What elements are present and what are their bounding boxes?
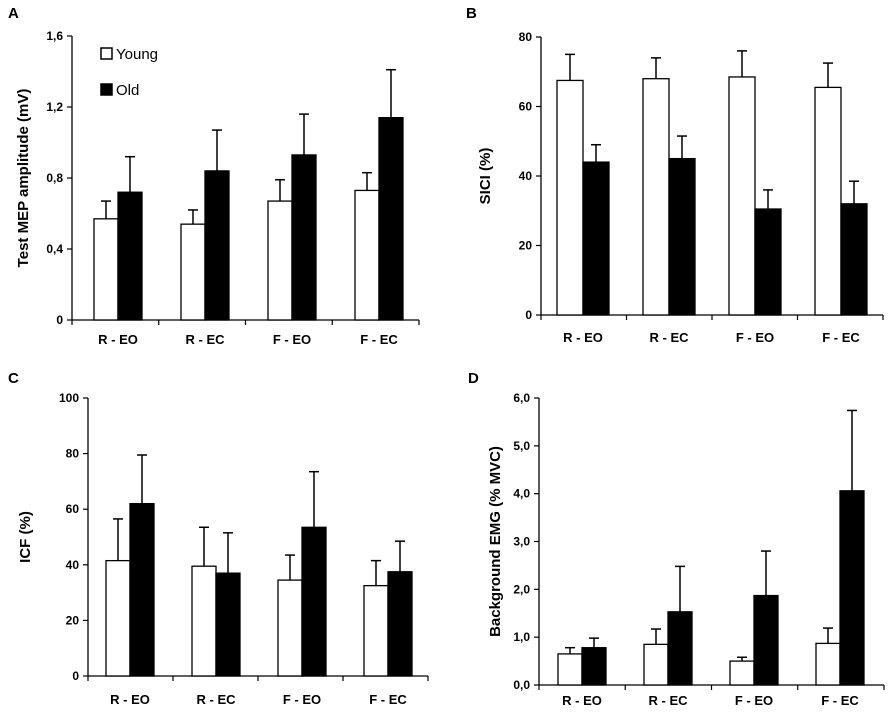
bar-old [667, 611, 693, 686]
category-label: R - EC [186, 332, 226, 347]
bar-young [277, 579, 303, 677]
bar-young [93, 218, 119, 321]
category-label: F - EO [736, 330, 774, 345]
bar-old [215, 572, 241, 677]
bar-young [729, 660, 755, 686]
panel-c: C 0 20 40 60 80 100 R - EO R - EC F - EO F - EC ICF… [8, 370, 429, 707]
panel-label: C [8, 370, 19, 387]
y-axis-title: SICI (%) [477, 148, 494, 205]
category-label: R - EC [650, 330, 690, 345]
panel-label: B [466, 5, 477, 22]
bar-young [180, 223, 206, 321]
bar-old [291, 154, 317, 321]
y-tick-label: 2,0 [513, 582, 530, 596]
bar-young [267, 200, 293, 321]
y-tick-label: 40 [519, 169, 533, 183]
bar-old [668, 157, 696, 316]
panels: A 0 0,4 0,8 1,2 1,6 R - EO R - EC F - EO F - EC Te… [8, 5, 885, 708]
category-label: R - EO [98, 332, 138, 347]
category-label: F - EC [822, 330, 860, 345]
legend-label-young: Young [116, 46, 158, 63]
bar-young [642, 78, 670, 316]
bar-young [354, 189, 380, 321]
bar-young [556, 79, 584, 316]
bar-young [557, 653, 583, 686]
y-tick-label: 1,0 [513, 630, 530, 644]
bar-young [105, 559, 131, 677]
y-axis-title: Background EMG (% MVC) [487, 446, 504, 637]
y-tick-label: 20 [66, 613, 80, 627]
bar-old [582, 161, 610, 316]
y-tick-label: 100 [59, 391, 79, 405]
y-tick-label: 0 [525, 308, 532, 322]
category-label: R - EO [110, 692, 150, 707]
bar-young [728, 76, 756, 316]
legend: Young Old [100, 46, 158, 99]
category-label: F - EO [273, 332, 311, 347]
legend-label-old: Old [116, 82, 139, 99]
category-label: R - EC [197, 692, 237, 707]
y-tick-label: 4,0 [513, 487, 530, 501]
panel-a: A 0 0,4 0,8 1,2 1,6 R - EO R - EC F - EO F - EC Te… [8, 5, 420, 347]
y-axis-title: Test MEP amplitude (mV) [15, 89, 32, 268]
y-tick-label: 5,0 [513, 439, 530, 453]
y-tick-label: 0 [56, 313, 63, 327]
panel-label: A [8, 5, 19, 22]
category-label: R - EO [562, 693, 602, 708]
category-label: F - EC [821, 693, 859, 708]
bar-old [581, 647, 607, 686]
bar-old [378, 117, 404, 321]
y-tick-label: 1,2 [46, 100, 63, 114]
bar-old [840, 203, 868, 316]
category-label: F - EC [360, 332, 398, 347]
bar-old [204, 170, 230, 321]
y-tick-label: 0,0 [513, 678, 530, 692]
bar-young [814, 86, 842, 316]
bar-old [129, 502, 155, 677]
bar-old [754, 208, 782, 316]
bar-old [117, 191, 143, 321]
category-label: F - EO [283, 692, 321, 707]
y-tick-label: 0,4 [46, 242, 63, 256]
y-tick-label: 60 [519, 100, 533, 114]
bar-young [815, 642, 841, 686]
bar-young [191, 565, 217, 677]
legend-swatch-young [100, 47, 113, 60]
y-tick-label: 80 [519, 30, 533, 44]
panel-d: D 0,0 1,0 2,0 3,0 4,0 5,0 6,0 R - EO R - EC F - EO… [468, 370, 885, 708]
category-label: F - EO [735, 693, 773, 708]
y-tick-label: 60 [66, 502, 80, 516]
y-axis-title: ICF (%) [17, 511, 34, 563]
y-tick-label: 3,0 [513, 535, 530, 549]
bar-old [753, 594, 779, 686]
y-tick-label: 80 [66, 447, 80, 461]
panel-b: B 0 20 40 60 80 R - EO R - EC F - EO F - EC SICI (… [466, 5, 884, 345]
bar-old [301, 526, 327, 677]
y-tick-label: 0 [72, 669, 79, 683]
bar-old [839, 490, 865, 686]
bar-young [363, 585, 389, 677]
category-label: R - EC [649, 693, 689, 708]
y-tick-label: 6,0 [513, 391, 530, 405]
y-tick-label: 40 [66, 558, 80, 572]
bar-old [387, 571, 413, 677]
y-tick-label: 20 [519, 239, 533, 253]
y-tick-label: 1,6 [46, 29, 63, 43]
panel-label: D [468, 370, 479, 387]
y-tick-label: 0,8 [46, 171, 63, 185]
legend-swatch-old [100, 83, 113, 96]
bar-young [643, 643, 669, 686]
category-label: F - EC [369, 692, 407, 707]
category-label: R - EO [563, 330, 603, 345]
